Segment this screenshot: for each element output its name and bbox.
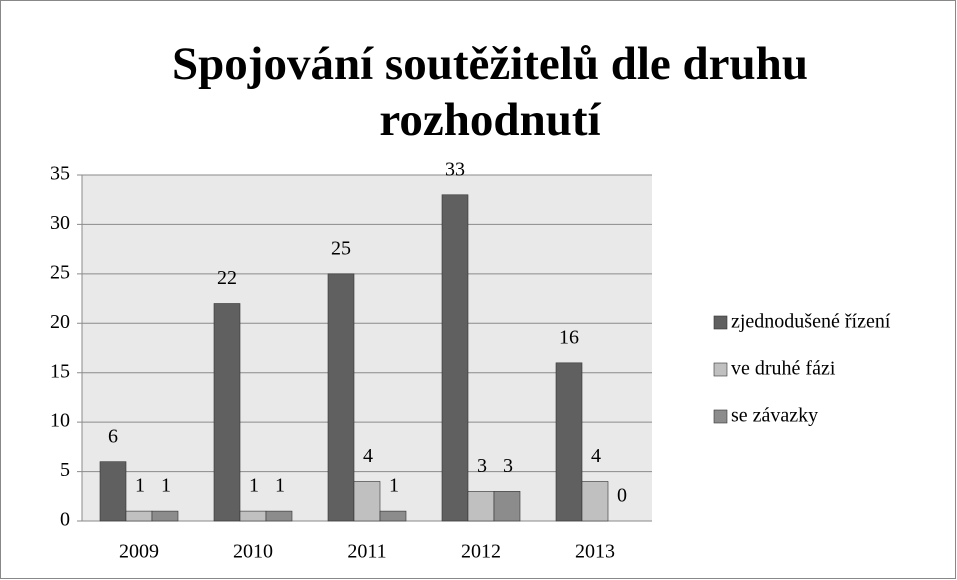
legend-label: ve druhé fázi	[731, 358, 836, 380]
legend-label: se závazky	[731, 405, 818, 427]
legend-swatch	[713, 315, 728, 330]
data-label: 22	[217, 267, 237, 289]
data-label: 1	[161, 475, 171, 497]
bar	[555, 362, 583, 522]
y-tick-label: 25	[50, 261, 70, 283]
bar	[441, 194, 469, 522]
x-tick-label: 2010	[233, 541, 273, 563]
data-label: 1	[275, 475, 285, 497]
y-tick-label: 30	[50, 212, 70, 234]
data-label: 0	[617, 485, 627, 507]
data-label: 6	[108, 425, 118, 447]
y-tick-label: 10	[50, 410, 70, 432]
x-tick-label: 2012	[461, 541, 501, 563]
bar	[379, 510, 407, 522]
data-label: 4	[363, 445, 373, 467]
bar	[493, 491, 521, 522]
bar	[213, 303, 241, 522]
x-tick-label: 2011	[347, 541, 386, 563]
bar	[327, 273, 355, 522]
chart-title: Spojování soutěžitelů dle druhu rozhodnu…	[172, 38, 808, 146]
legend-label: zjednodušené řízení	[731, 311, 891, 333]
bar	[467, 491, 495, 522]
bar	[151, 510, 179, 522]
y-tick-label: 20	[50, 311, 70, 333]
data-label: 3	[477, 455, 487, 477]
y-tick-label: 15	[50, 360, 70, 382]
legend-swatch	[713, 362, 728, 377]
data-label: 1	[249, 475, 259, 497]
bar	[99, 461, 127, 522]
x-tick-label: 2009	[119, 541, 159, 563]
data-label: 16	[559, 326, 579, 348]
bar	[125, 510, 153, 522]
data-label: 4	[591, 445, 601, 467]
x-tick-label: 2013	[575, 541, 615, 563]
data-label: 1	[389, 475, 399, 497]
data-label: 3	[503, 455, 513, 477]
bar	[265, 510, 293, 522]
bar	[239, 510, 267, 522]
legend-swatch	[713, 409, 728, 424]
data-label: 25	[331, 237, 351, 259]
data-label: 1	[135, 475, 145, 497]
y-tick-label: 0	[60, 509, 70, 531]
y-tick-label: 35	[50, 163, 70, 185]
bar	[353, 481, 381, 522]
data-label: 33	[445, 158, 465, 180]
bar	[581, 481, 609, 522]
y-tick-label: 5	[60, 459, 70, 481]
